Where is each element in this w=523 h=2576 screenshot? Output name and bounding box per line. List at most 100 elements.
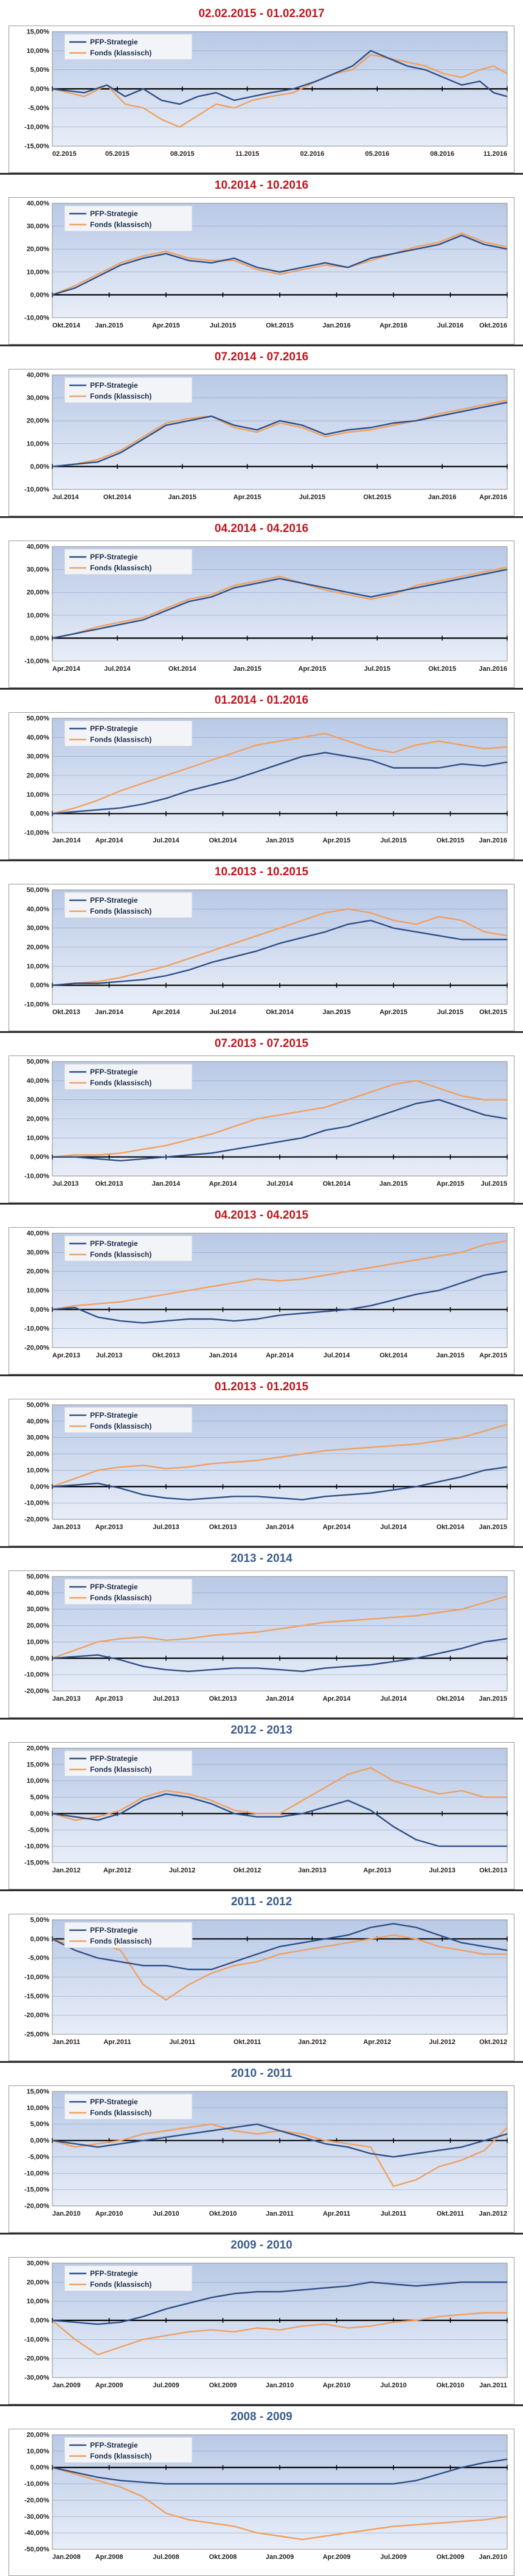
x-tick-label: Jan.2014: [52, 837, 81, 844]
y-tick-label: 10,00%: [27, 1777, 50, 1785]
y-tick-label: 20,00%: [27, 1451, 50, 1458]
x-tick-label: Jan.2015: [479, 1695, 507, 1703]
x-tick-label: Jan.2016: [322, 322, 350, 329]
panel-separator: [0, 1031, 523, 1033]
y-tick-label: 10,00%: [27, 791, 50, 799]
panel-separator: [0, 345, 523, 346]
y-tick-label: 10,00%: [27, 963, 50, 970]
series-line-strategy: [52, 1637, 508, 1673]
y-tick-label: -5,00%: [28, 1955, 49, 1962]
y-tick-label: -10,00%: [24, 658, 49, 665]
y-tick-label: 20,00%: [27, 1116, 50, 1123]
y-tick-label: 20,00%: [27, 944, 50, 951]
y-tick-label: 50,00%: [27, 1573, 50, 1581]
panel-separator: [0, 516, 523, 518]
y-tick-label: -20,00%: [24, 2355, 49, 2362]
performance-chart: 15,00% 10,00% 5,00% 0,00% -5,00% -10,00% -15,0…: [9, 26, 514, 173]
y-tick-label: -10,00%: [24, 1671, 49, 1679]
legend-label-fund: Fonds (klassisch): [90, 2280, 151, 2289]
y-tick-label: -10,00%: [24, 1500, 49, 1507]
x-tick-label: Jan.2014: [266, 1524, 294, 1531]
y-tick-label: -25,00%: [24, 2031, 49, 2039]
chart-title: 02.02.2015 - 01.02.2017: [198, 7, 325, 20]
x-tick-label: Jan.2013: [52, 1524, 80, 1531]
y-tick-label: 40,00%: [27, 1418, 50, 1425]
legend-label-strategy: PFP-Strategie: [90, 2441, 138, 2449]
y-tick-label: 20,00%: [27, 2279, 50, 2286]
x-tick-label: Jan.2011: [479, 2382, 507, 2389]
y-tick-label: 5,00%: [30, 1794, 49, 1801]
chart-title: 04.2013 - 04.2015: [214, 1209, 309, 1222]
series-line-fund: [52, 2466, 508, 2541]
x-tick-label: Okt.2013: [95, 1180, 123, 1188]
legend-label-fund: Fonds (klassisch): [90, 2109, 151, 2117]
legend-label-strategy: PFP-Strategie: [90, 1926, 138, 1934]
y-tick-label: -10,00%: [24, 1974, 49, 1981]
performance-chart: 40,00%30,00%20,00%10,00%0,00%-10,00%Okt.…: [9, 197, 514, 345]
x-tick-label: Jul.2014: [210, 1009, 237, 1016]
legend-box: [64, 720, 193, 747]
legend-label-fund: Fonds (klassisch): [90, 2452, 151, 2460]
x-tick-label: Okt.2009: [209, 2382, 237, 2389]
x-tick-label: Jul.2012: [429, 2039, 455, 2046]
x-tick-label: Jul.2010: [153, 2210, 179, 2217]
y-tick-label: 40,00%: [27, 372, 50, 379]
y-tick-label: 0,00%: [30, 1306, 49, 1314]
y-tick-label: -20,00%: [24, 2012, 49, 2019]
y-tick-label: -15,00%: [24, 2186, 49, 2194]
series-line-strategy: [52, 234, 508, 296]
legend-box: [64, 2265, 193, 2292]
series-line-strategy: [52, 2459, 508, 2485]
y-tick-label: 20,00%: [27, 772, 50, 780]
x-tick-label: 08.2016: [430, 150, 454, 158]
panel-separator: [0, 859, 523, 861]
x-tick-label: Jan.2010: [479, 2553, 507, 2561]
y-tick-label: 10,00%: [27, 612, 50, 619]
x-tick-label: Jan.2015: [479, 1524, 507, 1531]
x-tick-label: Jul.2016: [437, 322, 463, 329]
performance-chart: 50,00% 40,00% 30,00% 20,00% 10,00% 0,00% -10,0…: [9, 712, 514, 859]
x-tick-label: Apr.2015: [298, 665, 326, 673]
chart-title: 04.2014 - 04.2016: [214, 522, 309, 535]
chart-title: 07.2014 - 07.2016: [214, 351, 309, 363]
x-tick-label: Jan.2015: [266, 837, 294, 844]
y-tick-label: 20,00%: [27, 1622, 50, 1629]
series-line-fund: [52, 54, 508, 128]
legend-label-strategy: PFP-Strategie: [90, 381, 138, 390]
x-tick-label: Jan.2016: [428, 494, 456, 501]
x-tick-label: Okt.2015: [363, 494, 391, 501]
legend-label-fund: Fonds (klassisch): [90, 220, 151, 229]
performance-chart: 30,00% 20,00% 10,00% 0,00% -10,00% -20,00% -30…: [9, 2257, 514, 2404]
series-line-fund: [52, 1240, 508, 1311]
x-tick-label: Jan.2009: [266, 2553, 294, 2561]
x-tick-label: Jan.2015: [168, 494, 196, 501]
x-tick-label: Jan.2012: [298, 2039, 326, 2046]
performance-chart: 50,00% 40,00% 30,00% 20,00% 10,00% 0,00% -10,0…: [9, 884, 514, 1031]
x-tick-label: Jul.2015: [481, 1180, 507, 1188]
panel-separator: [0, 1374, 523, 1376]
x-tick-label: Apr.2013: [95, 1695, 123, 1703]
y-tick-label: -10,00%: [24, 2480, 49, 2488]
x-tick-label: Jan.2014: [266, 1695, 294, 1703]
y-tick-label: 30,00%: [27, 1606, 50, 1613]
x-tick-label: Okt.2010: [209, 2210, 237, 2217]
y-tick-label: 10,00%: [27, 268, 50, 276]
x-tick-label: Jan.2013: [52, 1695, 80, 1703]
legend-label-strategy: PFP-Strategie: [90, 1068, 138, 1076]
x-tick-label: Apr.2015: [437, 1180, 465, 1188]
legend-box: [64, 377, 193, 404]
x-tick-label: Jul.2013: [153, 1695, 179, 1703]
x-tick-label: Apr.2016: [479, 494, 507, 501]
x-tick-label: Jul.2009: [153, 2382, 179, 2389]
chart-title: 01.2014 - 01.2016: [214, 694, 309, 707]
x-tick-label: Jul.2011: [381, 2210, 407, 2217]
series-line-strategy: [52, 569, 508, 639]
x-tick-label: Jan.2016: [479, 665, 507, 673]
legend-box: [64, 1578, 193, 1605]
x-tick-label: 05.2016: [365, 150, 389, 158]
x-tick-label: Apr.2008: [95, 2553, 123, 2561]
legend-box: [64, 1235, 193, 1262]
series-line-strategy: [52, 2123, 508, 2158]
y-tick-label: 5,00%: [30, 2121, 49, 2128]
